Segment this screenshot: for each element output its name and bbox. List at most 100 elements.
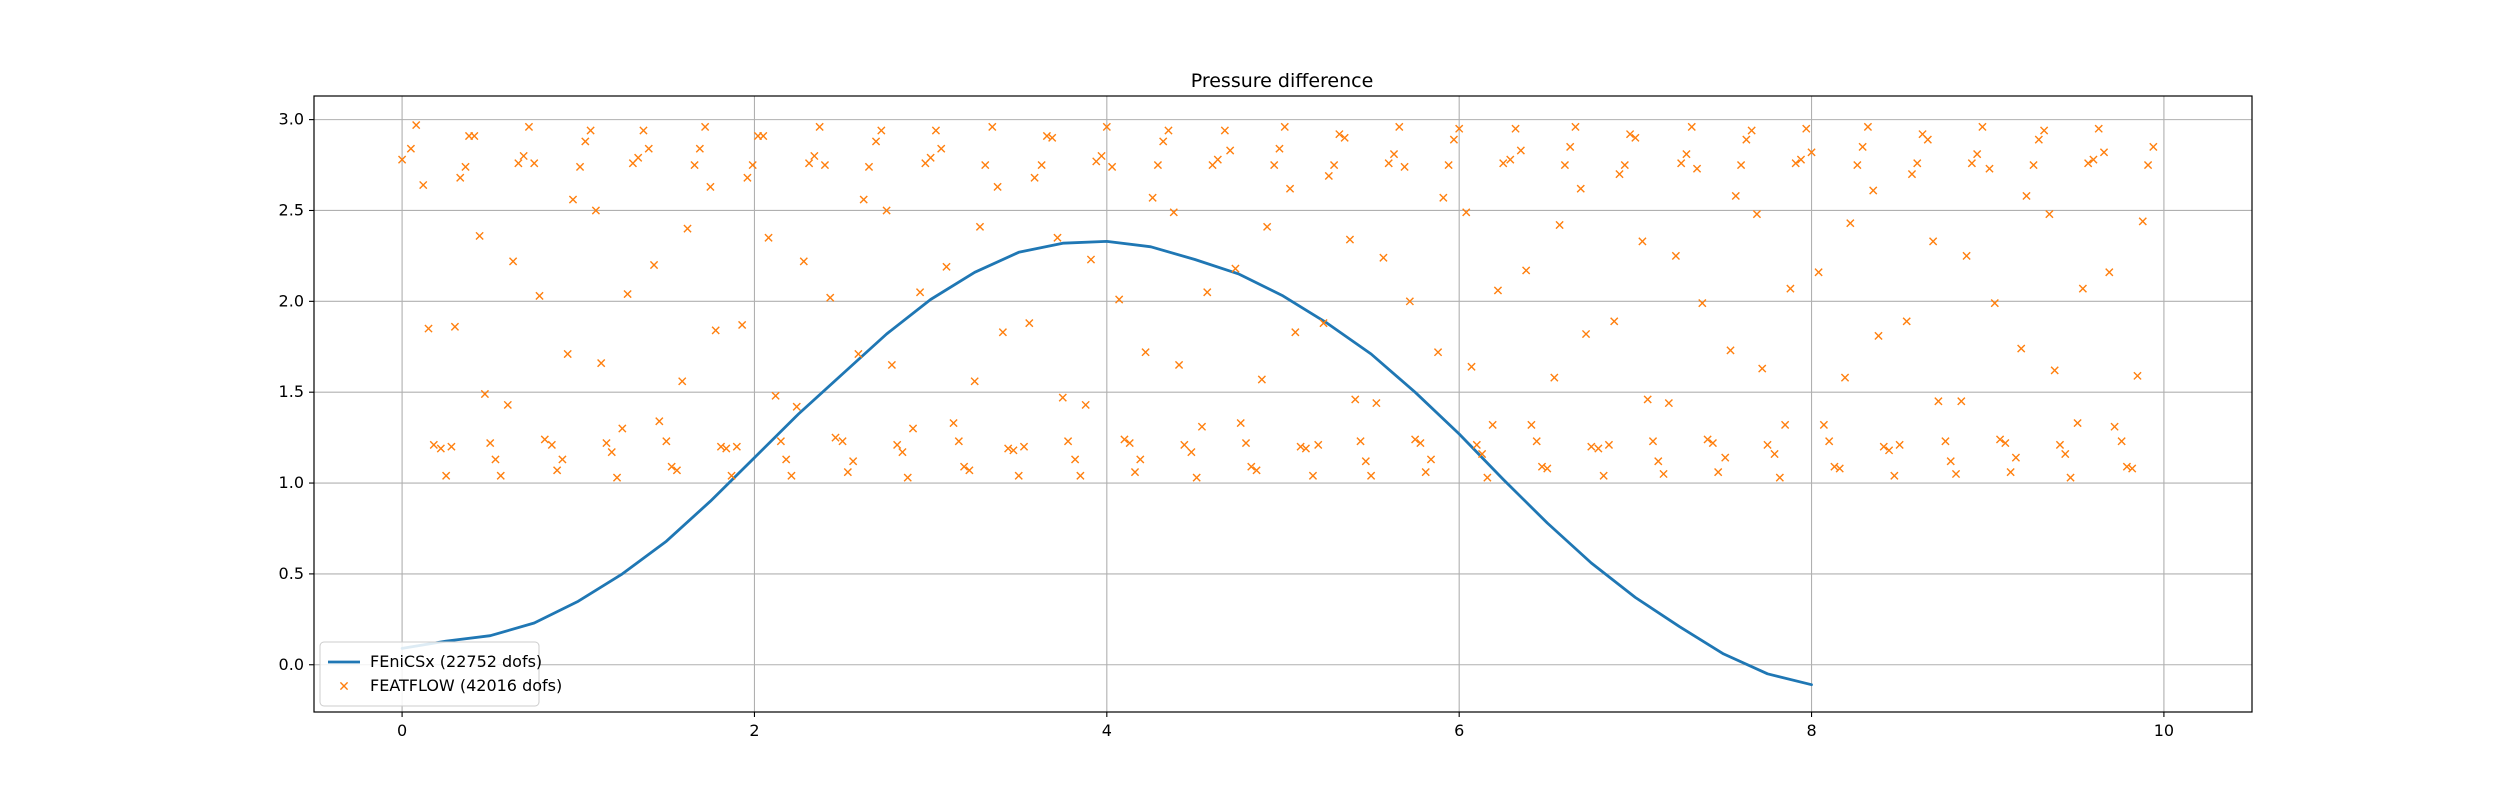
featflow-point bbox=[908, 424, 918, 433]
featflow-point bbox=[612, 473, 622, 482]
y-tick-label: 0.5 bbox=[279, 564, 304, 583]
featflow-point bbox=[1747, 126, 1756, 135]
featflow-point bbox=[540, 435, 549, 444]
featflow-point bbox=[2105, 268, 2114, 277]
featflow-point bbox=[915, 288, 925, 297]
featflow-point bbox=[1247, 462, 1256, 471]
featflow-point bbox=[683, 224, 692, 233]
featflow-point bbox=[2034, 135, 2043, 144]
featflow-point bbox=[442, 471, 451, 480]
featflow-point bbox=[926, 153, 935, 162]
featflow-point bbox=[450, 322, 460, 331]
featflow-point bbox=[1587, 442, 1596, 451]
featflow-point bbox=[1187, 448, 1196, 457]
featflow-point bbox=[711, 326, 720, 335]
featflow-point bbox=[887, 360, 896, 370]
featflow-point bbox=[2017, 344, 2026, 353]
featflow-point bbox=[1291, 328, 1300, 337]
featflow-point bbox=[1231, 264, 1240, 273]
featflow-point bbox=[1895, 440, 1904, 449]
featflow-point bbox=[1610, 317, 1619, 326]
featflow-point bbox=[1802, 124, 1811, 133]
featflow-point bbox=[1285, 184, 1295, 193]
featflow-point bbox=[655, 417, 664, 426]
featflow-point bbox=[1384, 159, 1393, 168]
featflow-point bbox=[1721, 453, 1730, 462]
featflow-point bbox=[843, 468, 852, 477]
featflow-point bbox=[864, 162, 874, 171]
featflow-point bbox=[1345, 235, 1355, 244]
featflow-point bbox=[975, 222, 985, 231]
featflow-point bbox=[1030, 173, 1039, 182]
featflow-point bbox=[1995, 435, 2005, 444]
featflow-point bbox=[1042, 131, 1052, 141]
featflow-point bbox=[1731, 191, 1740, 201]
featflow-point bbox=[1863, 122, 1873, 131]
featflow-point bbox=[2122, 462, 2132, 471]
featflow-point bbox=[2089, 155, 2098, 164]
featflow-point bbox=[1742, 135, 1751, 144]
featflow-point bbox=[597, 359, 606, 368]
featflow-point bbox=[1164, 126, 1173, 135]
featflow-point bbox=[1677, 159, 1686, 168]
x-tick-label: 0 bbox=[397, 721, 407, 740]
featflow-point bbox=[981, 160, 990, 170]
fenicsx-line bbox=[400, 240, 1813, 687]
featflow-point bbox=[591, 206, 600, 215]
featflow-point bbox=[436, 444, 445, 453]
featflow-point bbox=[1236, 418, 1245, 428]
featflow-point bbox=[662, 437, 671, 446]
featflow-point bbox=[503, 400, 512, 410]
featflow-point bbox=[1488, 420, 1497, 429]
featflow-point bbox=[970, 377, 979, 386]
featflow-point bbox=[1467, 362, 1476, 371]
featflow-point bbox=[1421, 468, 1430, 477]
featflow-point bbox=[854, 349, 863, 359]
featflow-point bbox=[738, 320, 747, 330]
featflow-point bbox=[1314, 440, 1323, 449]
featflow-point bbox=[1853, 160, 1862, 170]
featflow-point bbox=[1125, 438, 1134, 448]
featflow-point bbox=[1400, 162, 1409, 171]
featflow-point bbox=[618, 424, 627, 433]
featflow-point bbox=[1682, 150, 1691, 159]
featflow-point bbox=[722, 444, 731, 453]
featflow-point bbox=[1493, 286, 1503, 295]
featflow-point bbox=[998, 328, 1007, 337]
featflow-point bbox=[1169, 208, 1178, 217]
featflow-point bbox=[960, 462, 969, 471]
featflow-point bbox=[759, 131, 768, 141]
featflow-point bbox=[748, 160, 757, 170]
x-tick-label: 10 bbox=[2154, 721, 2174, 740]
featflow-point bbox=[1009, 446, 1018, 455]
featflow-point bbox=[1714, 468, 1723, 477]
featflow-point bbox=[535, 291, 544, 300]
featflow-point bbox=[1687, 122, 1696, 131]
featflow-point bbox=[838, 437, 847, 446]
featflow-point bbox=[2099, 148, 2109, 157]
featflow-point bbox=[1136, 455, 1145, 464]
featflow-point bbox=[1758, 364, 1767, 373]
featflow-point bbox=[530, 159, 539, 168]
featflow-point bbox=[810, 151, 819, 161]
featflow-point bbox=[1825, 437, 1834, 446]
featflow-point bbox=[2149, 142, 2158, 151]
featflow-point bbox=[519, 151, 528, 161]
y-axis: 0.0 0.5 1.0 1.5 2.0 2.5 3.0 bbox=[279, 110, 314, 674]
featflow-point bbox=[1270, 160, 1279, 170]
featflow-point bbox=[2117, 437, 2126, 446]
featflow-point bbox=[776, 437, 785, 446]
featflow-point bbox=[1654, 457, 1663, 466]
featflow-point bbox=[1985, 164, 1994, 173]
featflow-point bbox=[1426, 455, 1436, 464]
featflow-point bbox=[1978, 122, 1987, 131]
featflow-point bbox=[514, 159, 523, 168]
featflow-point bbox=[1726, 346, 1735, 355]
featflow-point bbox=[1814, 268, 1823, 277]
featflow-point bbox=[706, 182, 715, 191]
featflow-point bbox=[1698, 299, 1707, 308]
featflow-point bbox=[678, 377, 687, 386]
featflow-point bbox=[547, 440, 556, 449]
featflow-point bbox=[461, 162, 470, 171]
